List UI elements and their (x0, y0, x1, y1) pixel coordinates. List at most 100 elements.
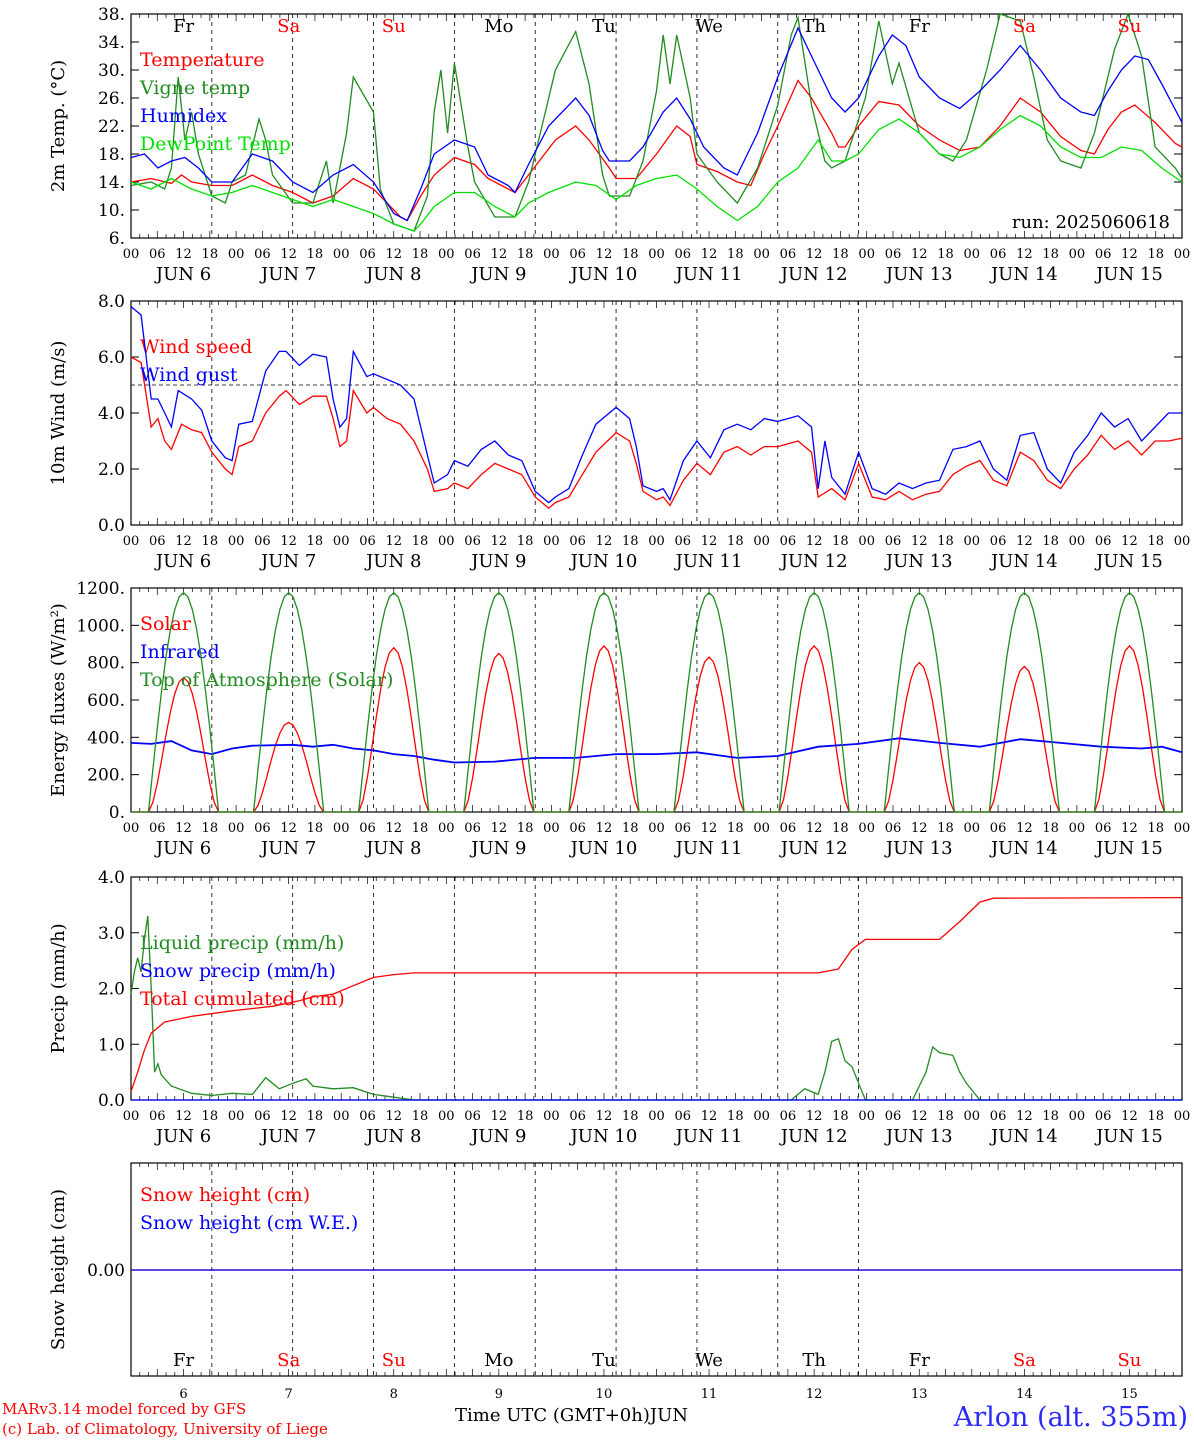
hour-tick-label: 18 (832, 821, 849, 836)
hour-tick-label: 18 (1147, 247, 1164, 262)
hour-tick-label: 12 (701, 821, 718, 836)
date-label: JUN 14 (989, 1126, 1058, 1147)
hour-tick-label: 06 (1095, 1109, 1112, 1124)
hour-tick-label: 12 (491, 534, 508, 549)
legend-entry: Snow height (cm W.E.) (140, 1212, 358, 1234)
y-axis-label: Snow height (cm) (48, 1189, 69, 1350)
weekday-label: Sa (277, 16, 300, 37)
series-line-infrared (130, 737, 1183, 764)
legend-entry: Temperature (140, 49, 264, 71)
date-label: JUN 12 (779, 551, 848, 572)
series-line-top-of-atmosphere-solar- (131, 591, 1182, 813)
hour-tick-label: 12 (596, 1109, 613, 1124)
day-number-label: 15 (1121, 1387, 1138, 1402)
y-tick-label: 3.0 (98, 924, 125, 944)
lab-credit: (c) Lab. of Climatology, University of L… (2, 1420, 328, 1438)
hour-tick-label: 18 (1147, 821, 1164, 836)
hour-tick-label: 18 (307, 821, 324, 836)
hour-tick-label: 00 (228, 821, 245, 836)
hour-tick-label: 12 (280, 1109, 297, 1124)
series-line-total-cumulated-cm- (130, 896, 1183, 1092)
series-line-liquid-precip-mm-h- (130, 915, 1182, 1101)
legend-entry: Vigne temp (139, 77, 250, 99)
day-number-label: 12 (806, 1387, 823, 1402)
hour-tick-label: 12 (280, 821, 297, 836)
run-label: run: 2025060618 (1012, 212, 1170, 233)
hour-tick-label: 06 (464, 534, 481, 549)
day-number-label: 7 (285, 1387, 293, 1402)
hour-tick-label: 12 (1121, 247, 1138, 262)
hour-tick-label: 06 (464, 1109, 481, 1124)
hour-tick-label: 00 (1174, 1109, 1191, 1124)
hour-tick-label: 12 (175, 1109, 192, 1124)
hour-tick-label: 06 (1095, 534, 1112, 549)
hour-tick-label: 12 (491, 1109, 508, 1124)
hour-tick-label: 18 (412, 821, 429, 836)
hour-tick-label: 00 (543, 821, 560, 836)
legend-entry: Wind gust (140, 364, 238, 386)
date-label: JUN 11 (674, 264, 743, 285)
hour-tick-label: 06 (359, 534, 376, 549)
day-number-label: 10 (596, 1387, 613, 1402)
hour-tick-label: 18 (727, 821, 744, 836)
panel-frame-temperature (130, 13, 1183, 239)
hour-tick-label: 12 (596, 534, 613, 549)
legend-entry: Solar (140, 613, 192, 635)
weekday-label: Tu (592, 16, 616, 37)
date-label: JUN 7 (259, 1126, 316, 1147)
hour-tick-label: 12 (701, 534, 718, 549)
legend-entry: Infrared (140, 641, 220, 663)
hour-tick-label: 00 (228, 1109, 245, 1124)
y-tick-label: 1000. (76, 616, 125, 636)
date-label: JUN 15 (1094, 1126, 1163, 1147)
hour-tick-label: 12 (280, 247, 297, 262)
hour-tick-label: 06 (359, 247, 376, 262)
weekday-label: Th (802, 16, 826, 37)
legend-entry: Total cumulated (cm) (140, 988, 345, 1010)
date-label: JUN 9 (469, 1126, 526, 1147)
date-label: JUN 11 (674, 838, 743, 859)
hour-tick-label: 00 (648, 821, 665, 836)
hour-tick-label: 12 (1121, 534, 1138, 549)
hour-tick-label: 12 (911, 534, 928, 549)
date-label: JUN 10 (569, 838, 638, 859)
hour-tick-label: 00 (964, 534, 981, 549)
y-tick-label: 38. (98, 5, 125, 25)
y-tick-label: 6.0 (98, 348, 125, 368)
hour-tick-label: 18 (622, 247, 639, 262)
hour-tick-label: 06 (885, 534, 902, 549)
y-tick-label: 2.0 (98, 980, 125, 1000)
hour-tick-label: 12 (385, 534, 402, 549)
hour-tick-label: 18 (1147, 1109, 1164, 1124)
hour-tick-label: 12 (806, 1109, 823, 1124)
hour-tick-label: 12 (1016, 821, 1033, 836)
y-tick-label: 8.0 (98, 292, 125, 312)
y-axis-label: 10m Wind (m/s) (48, 341, 69, 486)
hour-tick-label: 18 (622, 1109, 639, 1124)
date-label: JUN 11 (674, 551, 743, 572)
y-axis-label: 2m Temp. (°C) (48, 60, 69, 192)
hour-tick-label: 00 (648, 247, 665, 262)
series-line-dewpoint-temp (130, 114, 1183, 232)
hour-tick-label: 06 (254, 821, 271, 836)
y-tick-label: 400. (87, 728, 125, 748)
hour-tick-label: 12 (1121, 821, 1138, 836)
weekday-label: Mo (484, 16, 513, 37)
weekday-label: Su (1117, 16, 1141, 37)
hour-tick-label: 06 (254, 534, 271, 549)
date-label: JUN 7 (259, 551, 316, 572)
hour-tick-label: 06 (990, 534, 1007, 549)
panel-frame-energy (130, 587, 1183, 813)
hour-tick-label: 18 (622, 821, 639, 836)
hour-tick-label: 12 (385, 1109, 402, 1124)
hour-tick-label: 18 (937, 247, 954, 262)
hour-tick-label: 12 (385, 821, 402, 836)
hour-tick-label: 12 (911, 1109, 928, 1124)
y-tick-label: 0.00 (87, 1261, 125, 1281)
hour-tick-label: 00 (964, 247, 981, 262)
date-label: JUN 10 (569, 264, 638, 285)
y-tick-label: 1.0 (98, 1035, 125, 1055)
date-label: JUN 6 (154, 264, 211, 285)
hour-tick-label: 00 (123, 247, 140, 262)
weekday-label: Su (1117, 1350, 1141, 1371)
